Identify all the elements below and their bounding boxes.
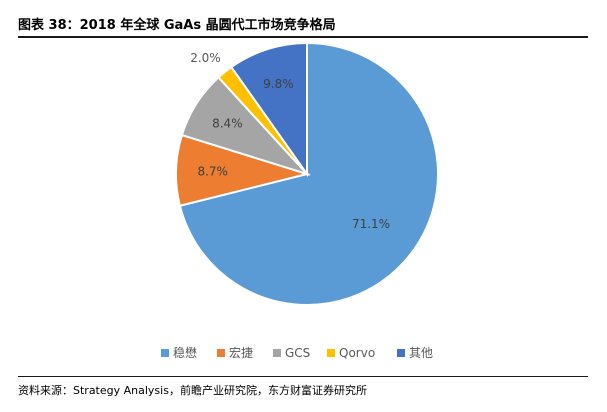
data-label-gcs: 8.4%: [212, 116, 243, 130]
data-label-series-1: 71.1%: [352, 217, 390, 231]
source-note: 资料来源：Strategy Analysis，前瞻产业研究院，东方财富证券研究所: [18, 384, 367, 397]
legend-label-gcs: GCS: [285, 346, 310, 360]
legend-item-gcs: GCS: [273, 346, 310, 360]
legend-item-qorvo: Qorvo: [327, 346, 375, 360]
data-label-qorvo: 2.0%: [190, 51, 221, 65]
pie-slices: [175, 41, 439, 306]
legend-swatch-series-5: [397, 349, 405, 357]
legend-label-series-1: 稳懋: [173, 345, 197, 360]
legend-swatch-series-1: [161, 349, 169, 357]
pie-slice-series-5: [229, 41, 308, 178]
legend-item-series-1: 稳懋: [161, 345, 197, 360]
legend-label-series-2: 宏捷: [229, 345, 253, 360]
pie-data-labels: 71.1% 8.7% 8.4% 2.0% 9.8%: [190, 51, 390, 231]
legend-label-series-5: 其他: [409, 346, 433, 360]
legend-item-series-2: 宏捷: [217, 345, 253, 360]
pie-chart: 71.1% 8.7% 8.4% 2.0% 9.8% 稳懋 宏捷 GCS Qorvo 其他: [18, 40, 588, 372]
legend-swatch-qorvo: [327, 349, 335, 357]
legend-swatch-gcs: [273, 349, 281, 357]
legend-label-qorvo: Qorvo: [339, 346, 375, 360]
legend-swatch-series-2: [217, 349, 225, 357]
chart-legend: 稳懋 宏捷 GCS Qorvo 其他: [161, 345, 433, 360]
source-rule: [18, 376, 588, 377]
legend-item-series-5: 其他: [397, 346, 433, 360]
title-rule: [18, 36, 588, 38]
pie-chart-svg: 71.1% 8.7% 8.4% 2.0% 9.8% 稳懋 宏捷 GCS Qorvo 其他: [161, 41, 439, 360]
data-label-series-5: 9.8%: [263, 77, 294, 91]
figure-title: 图表 38：2018 年全球 GaAs 晶圆代工市场竞争格局: [18, 18, 336, 33]
data-label-series-2: 8.7%: [197, 164, 228, 178]
